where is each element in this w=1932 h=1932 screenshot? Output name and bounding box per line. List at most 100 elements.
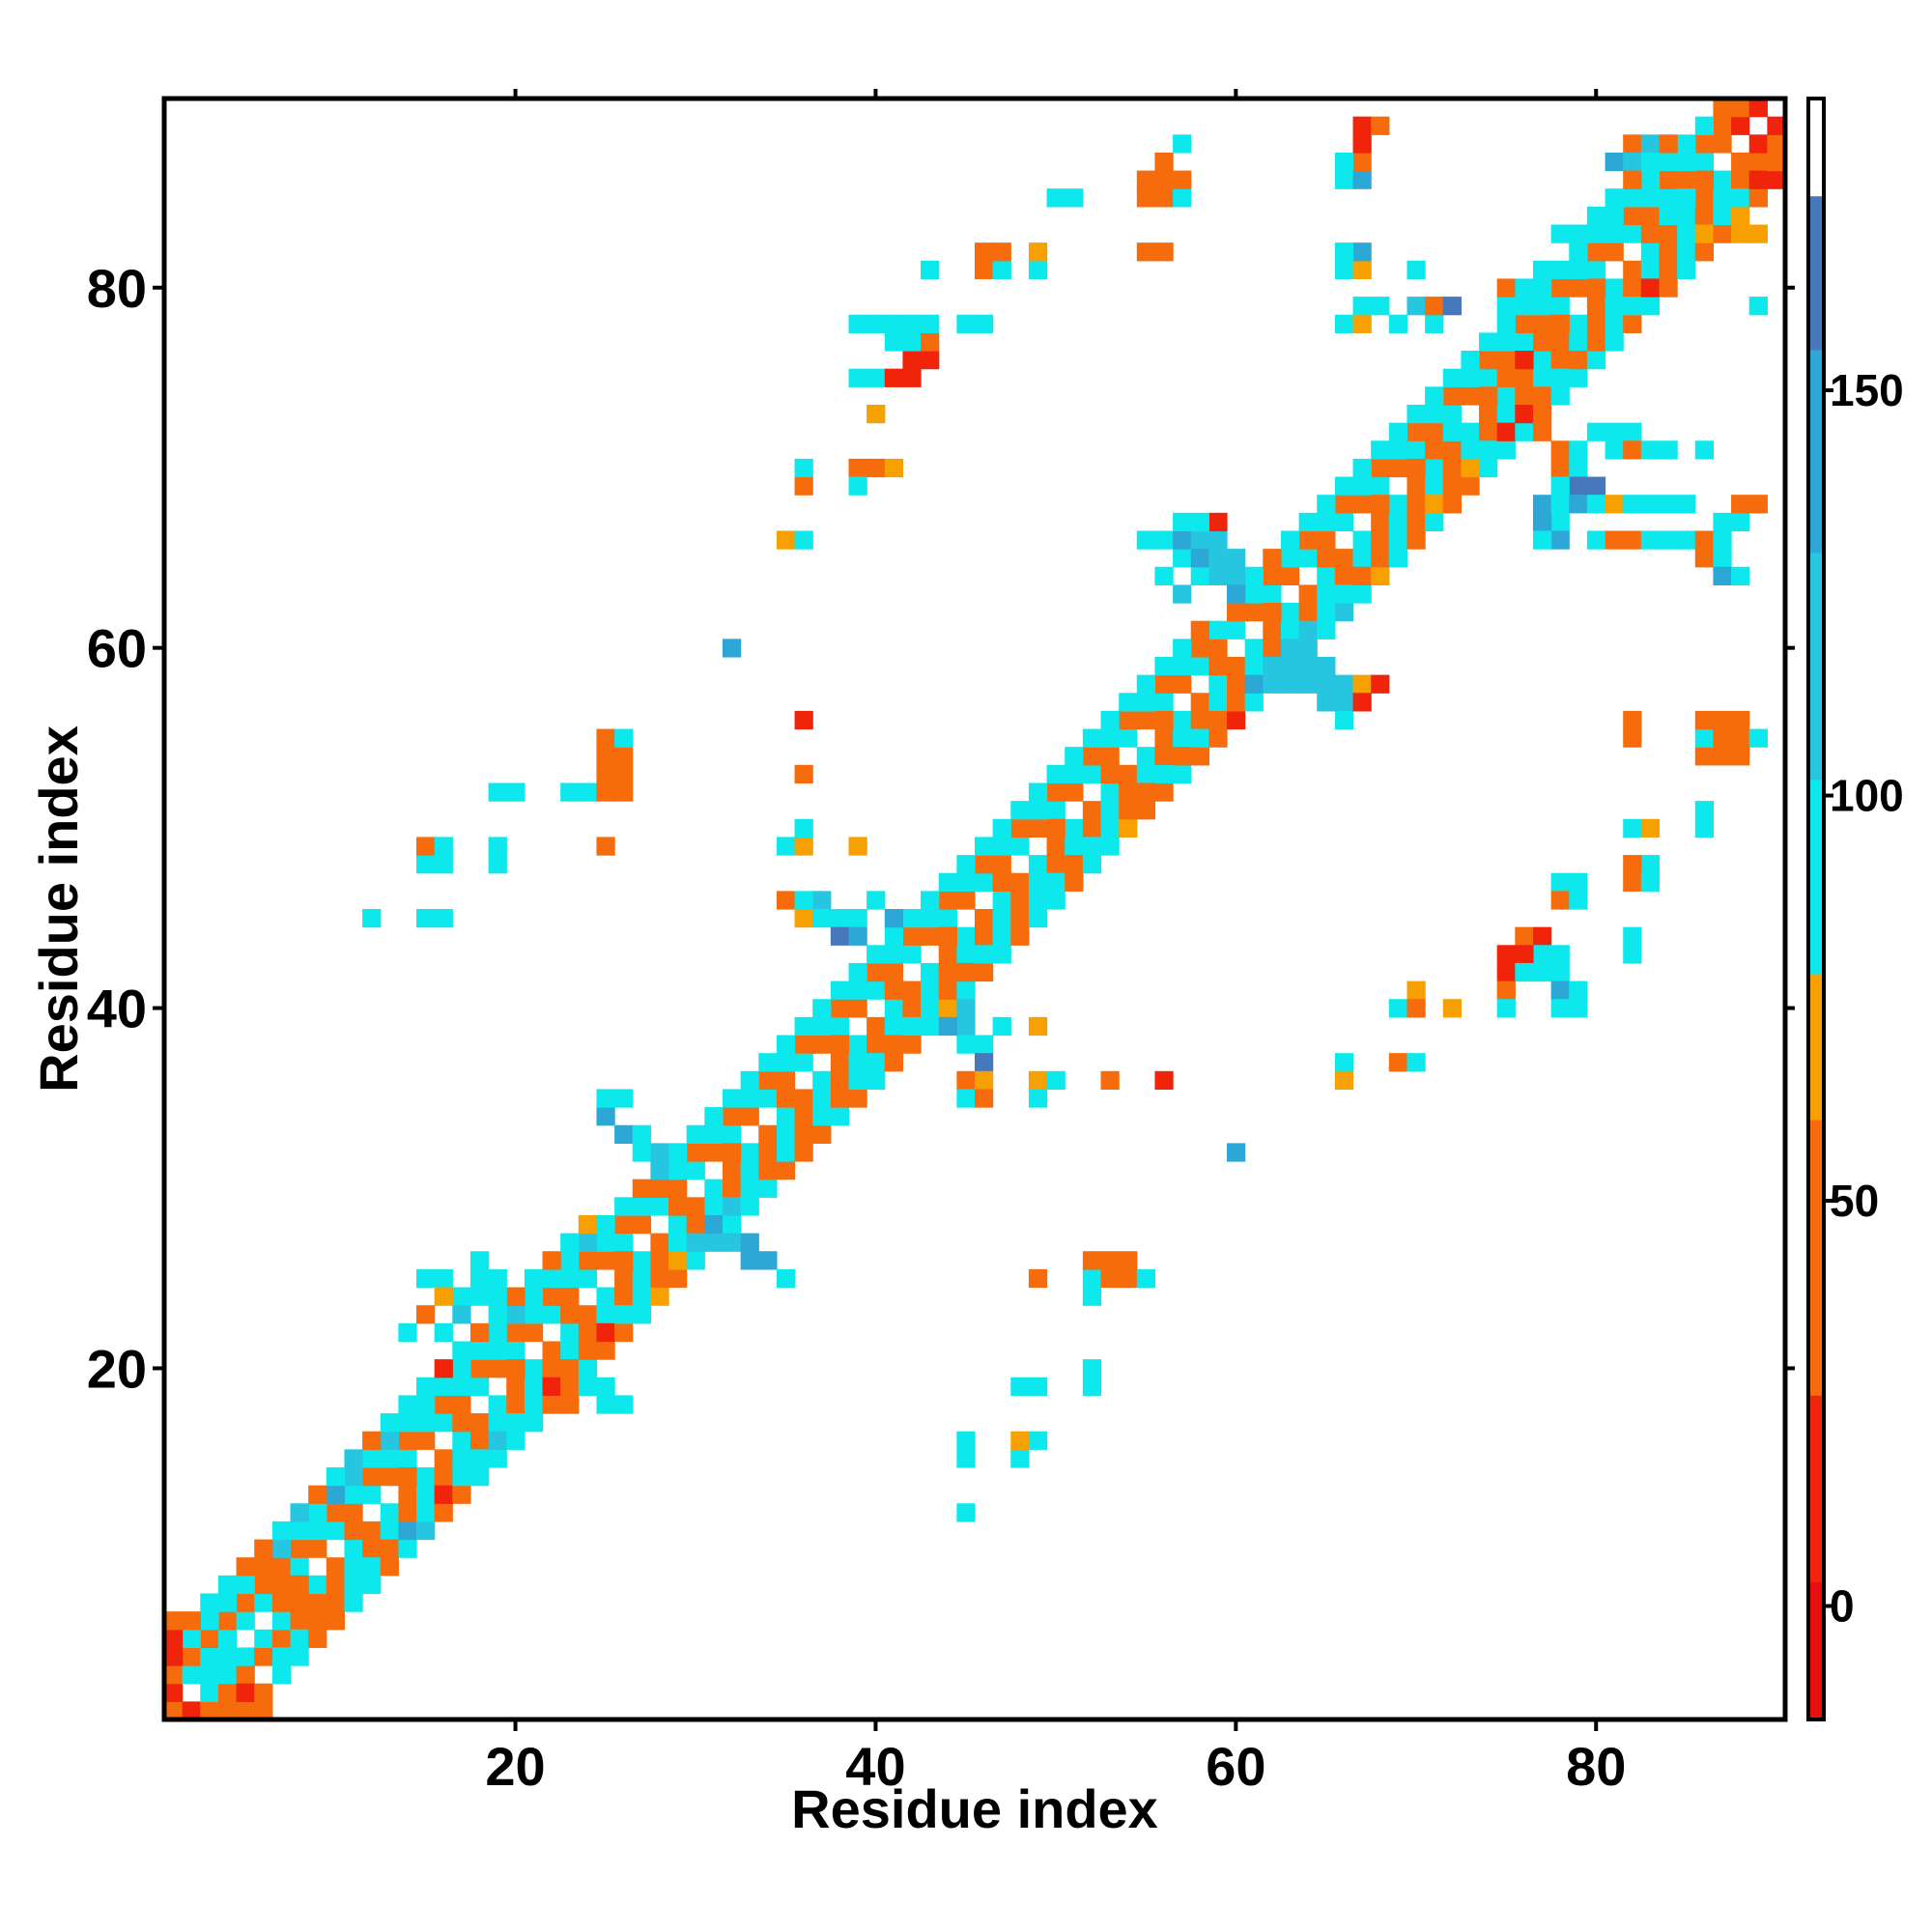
heatmap-cell bbox=[1605, 206, 1624, 226]
heatmap-cell bbox=[1352, 260, 1372, 280]
heatmap-cell bbox=[380, 1466, 399, 1487]
heatmap-cell bbox=[164, 1665, 184, 1685]
heatmap-cell bbox=[1496, 332, 1516, 352]
heatmap-cell bbox=[704, 1233, 724, 1252]
heatmap-cell bbox=[1406, 1053, 1426, 1072]
heatmap-cell bbox=[614, 1268, 634, 1289]
heatmap-cell bbox=[975, 909, 994, 928]
heatmap-cell bbox=[830, 1016, 850, 1037]
heatmap-cell bbox=[1406, 495, 1426, 514]
heatmap-cell bbox=[938, 980, 957, 1000]
heatmap-cell bbox=[867, 314, 886, 333]
heatmap-cell bbox=[758, 1070, 778, 1091]
heatmap-cell bbox=[1550, 962, 1570, 982]
heatmap-cell bbox=[938, 945, 957, 964]
heatmap-cell bbox=[236, 1557, 255, 1577]
heatmap-cell bbox=[200, 1593, 219, 1612]
heatmap-cell bbox=[542, 1305, 561, 1324]
y-tick-label: 60 bbox=[87, 618, 147, 679]
heatmap-cell bbox=[1173, 134, 1192, 154]
heatmap-cell bbox=[830, 1107, 850, 1126]
heatmap-cell bbox=[1748, 152, 1768, 172]
heatmap-cell bbox=[1334, 512, 1354, 532]
heatmap-cell bbox=[1425, 314, 1444, 333]
heatmap-cell bbox=[452, 1413, 471, 1433]
heatmap-cell bbox=[1496, 314, 1516, 333]
heatmap-cell bbox=[1317, 566, 1336, 585]
heatmap-cell bbox=[758, 1179, 778, 1198]
heatmap-cell bbox=[1046, 764, 1065, 784]
heatmap-cell bbox=[1713, 170, 1732, 189]
heatmap-cell bbox=[434, 1449, 453, 1468]
heatmap-cell bbox=[1154, 242, 1174, 262]
heatmap-cell bbox=[236, 1611, 255, 1631]
heatmap-cell bbox=[290, 1611, 309, 1631]
heatmap-cell bbox=[1317, 693, 1336, 712]
heatmap-cell bbox=[434, 1377, 453, 1396]
heatmap-cell bbox=[506, 1287, 526, 1306]
heatmap-cell bbox=[1388, 1053, 1408, 1072]
heatmap-cell bbox=[614, 1287, 634, 1306]
heatmap-cell bbox=[1334, 549, 1354, 568]
heatmap-cell bbox=[326, 1557, 346, 1577]
heatmap-cell bbox=[1659, 170, 1678, 189]
heatmap-cell bbox=[271, 1647, 292, 1666]
heatmap-cell bbox=[1623, 495, 1642, 514]
heatmap-cell bbox=[1082, 1251, 1102, 1270]
heatmap-cell bbox=[1100, 710, 1120, 730]
heatmap-cell bbox=[1263, 584, 1282, 604]
heatmap-cell bbox=[848, 476, 867, 496]
heatmap-cell bbox=[1334, 584, 1354, 604]
heatmap-cell bbox=[398, 1322, 417, 1343]
heatmap-cell bbox=[1190, 530, 1209, 550]
heatmap-cell bbox=[434, 1268, 453, 1289]
heatmap-cell bbox=[668, 1251, 688, 1270]
heatmap-cell bbox=[1479, 351, 1498, 370]
heatmap-cell bbox=[776, 1124, 796, 1144]
heatmap-cell bbox=[1119, 728, 1138, 748]
heatmap-cell bbox=[1154, 1070, 1174, 1091]
heatmap-cell bbox=[434, 1287, 453, 1306]
heatmap-cell bbox=[1136, 747, 1156, 766]
heatmap-cell bbox=[596, 1287, 615, 1306]
heatmap-cell bbox=[1154, 674, 1174, 694]
heatmap-cell bbox=[902, 999, 922, 1018]
heatmap-cell bbox=[1694, 801, 1715, 820]
heatmap-cell bbox=[884, 1035, 904, 1054]
heatmap-cell bbox=[902, 945, 922, 964]
heatmap-cell bbox=[362, 909, 382, 928]
heatmap-cell bbox=[1569, 458, 1588, 478]
heatmap-cell bbox=[1550, 351, 1570, 370]
heatmap-cell bbox=[290, 1539, 309, 1558]
heatmap-cell bbox=[1010, 837, 1030, 856]
heatmap-cell bbox=[1713, 188, 1732, 208]
heatmap-cell bbox=[524, 1413, 544, 1433]
heatmap-cell bbox=[1623, 926, 1642, 946]
heatmap-cell bbox=[1352, 693, 1372, 712]
heatmap-cell bbox=[469, 1322, 490, 1343]
heatmap-cell bbox=[452, 1377, 471, 1396]
heatmap-cell bbox=[1100, 1268, 1120, 1289]
heatmap-cell bbox=[560, 1395, 580, 1414]
heatmap-cell bbox=[254, 1701, 273, 1720]
heatmap-cell bbox=[1569, 476, 1588, 496]
heatmap-cell bbox=[1623, 278, 1642, 298]
heatmap-cell bbox=[1515, 422, 1534, 441]
heatmap-cell bbox=[542, 1377, 561, 1396]
heatmap-cell bbox=[1352, 152, 1372, 172]
heatmap-cell bbox=[1388, 422, 1408, 441]
heatmap-cell bbox=[434, 1485, 453, 1504]
heatmap-cell bbox=[632, 1214, 651, 1235]
heatmap-cell bbox=[812, 1016, 832, 1037]
heatmap-cell bbox=[1515, 962, 1534, 982]
heatmap-cell bbox=[200, 1611, 219, 1631]
heatmap-cell bbox=[1586, 476, 1606, 496]
heatmap-cell bbox=[488, 1431, 507, 1450]
heatmap-cell bbox=[956, 1431, 976, 1450]
heatmap-cell bbox=[722, 1233, 742, 1252]
heatmap-cell bbox=[1046, 1070, 1065, 1091]
heatmap-cell bbox=[902, 909, 922, 928]
heatmap-cell bbox=[1550, 386, 1570, 406]
heatmap-cell bbox=[884, 909, 904, 928]
heatmap-cell bbox=[1442, 422, 1462, 441]
